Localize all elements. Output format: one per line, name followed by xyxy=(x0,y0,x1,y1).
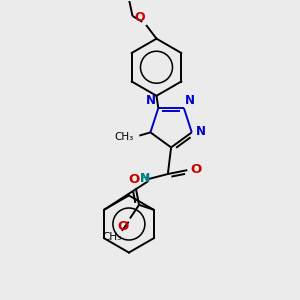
Text: CH₃: CH₃ xyxy=(114,132,134,142)
Text: N: N xyxy=(140,172,151,185)
Text: N: N xyxy=(146,94,156,107)
Text: H: H xyxy=(140,174,148,184)
Text: N: N xyxy=(185,94,195,107)
Text: CH₃: CH₃ xyxy=(103,232,122,242)
Text: O: O xyxy=(190,163,201,176)
Text: O: O xyxy=(134,11,145,24)
Text: O: O xyxy=(128,173,140,186)
Text: O: O xyxy=(118,220,129,233)
Text: N: N xyxy=(196,125,206,138)
